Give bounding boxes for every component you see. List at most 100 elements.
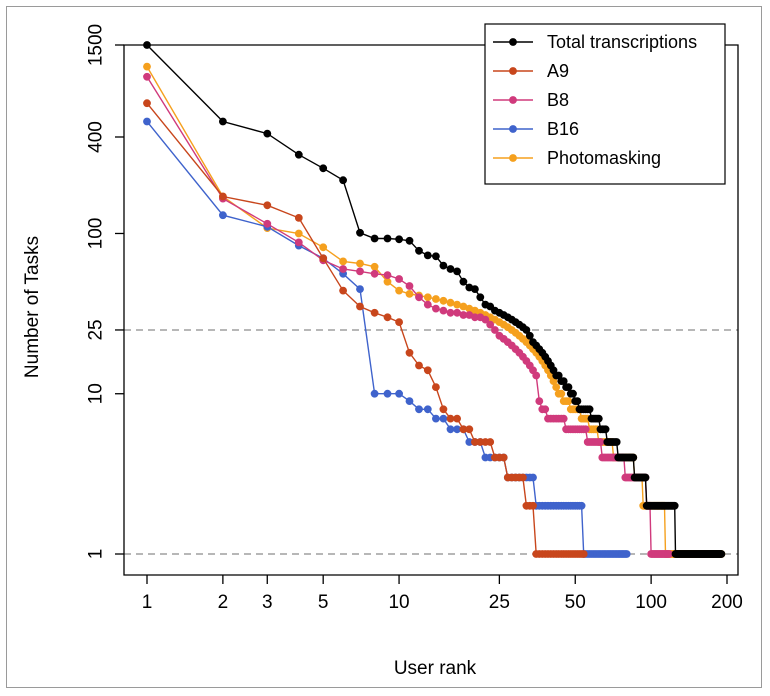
point-photomasking-47 (564, 397, 573, 405)
point-b8-14 (432, 304, 440, 313)
point-a9-10 (395, 318, 403, 326)
point-b16-8 (370, 389, 379, 398)
point-a9-19 (465, 425, 474, 434)
point-b16-34 (529, 473, 537, 482)
point-a9-31 (519, 473, 527, 482)
point-total-transcriptions-21 (476, 293, 485, 302)
legend-label-b16: B16 (547, 119, 579, 139)
legend-label-photomasking: Photomasking (547, 148, 661, 168)
point-total-transcriptions-95 (641, 473, 650, 482)
point-b8-38 (541, 405, 550, 414)
point-b16-10 (395, 389, 403, 398)
axes: 1 2 3 5 10 25 50 100 200 1 10 25 100 400 1500 (86, 24, 743, 613)
x-tick-label-25: 25 (489, 592, 510, 613)
point-b8-15 (439, 306, 448, 315)
point-b8-10 (395, 275, 403, 283)
point-a9-12 (415, 361, 423, 370)
point-photomasking-8 (370, 262, 379, 271)
point-b8-1 (143, 72, 151, 81)
point-b8-23 (486, 320, 495, 329)
point-a9-14 (432, 383, 440, 391)
point-b16-12 (415, 405, 423, 414)
point-total-transcriptions-57 (585, 405, 594, 414)
point-total-transcriptions-15 (439, 261, 448, 270)
x-tick-label-100: 100 (635, 592, 667, 613)
series-b16 (143, 117, 631, 558)
point-total-transcriptions-51 (573, 397, 582, 405)
point-a9-9 (383, 313, 392, 322)
point-a9-15 (439, 405, 448, 414)
point-b8-13 (423, 300, 432, 309)
legend-item-a9: A9 (493, 61, 569, 81)
legend-item-total-transcriptions: Total transcriptions (493, 32, 697, 52)
x-axis-label: User rank (394, 658, 477, 679)
point-total-transcriptions-20 (471, 285, 479, 293)
point-total-transcriptions-11 (405, 236, 414, 245)
point-b8-36 (535, 397, 544, 405)
point-photomasking-6 (339, 257, 347, 266)
point-b8-18 (459, 311, 468, 319)
point-b8-63 (596, 438, 605, 446)
chart: 1 2 3 5 10 25 50 100 200 1 10 25 100 400 1500 Total tr… (22, 23, 743, 679)
point-total-transcriptions-73 (612, 438, 621, 446)
point-photomasking-44 (557, 389, 566, 398)
legend-marker-b16 (509, 125, 517, 133)
point-b16-19 (465, 438, 474, 446)
point-total-transcriptions-32 (522, 326, 531, 334)
point-a9-18 (459, 425, 468, 434)
point-total-transcriptions-62 (594, 414, 603, 423)
point-b8-35 (532, 371, 541, 380)
point-photomasking-1 (143, 62, 151, 71)
point-a9-1 (143, 99, 151, 108)
figure-frame: 1 2 3 5 10 25 50 100 200 1 10 25 100 400 1500 Total tr… (6, 6, 762, 688)
point-b8-4 (294, 238, 303, 247)
point-total-transcriptions-4 (294, 150, 303, 159)
point-b8-16 (446, 308, 455, 317)
point-b8-6 (339, 265, 347, 273)
point-b16-15 (439, 414, 448, 423)
y-tick-label-100: 100 (86, 218, 107, 250)
point-photomasking-9 (383, 277, 392, 286)
point-total-transcriptions-7 (356, 228, 364, 237)
legend-label-b8: B8 (547, 90, 569, 110)
point-photomasking-10 (395, 286, 403, 295)
point-photomasking-14 (432, 295, 440, 303)
point-total-transcriptions-124 (670, 501, 679, 510)
point-b8-17 (453, 308, 461, 317)
point-a9-23 (486, 438, 495, 446)
point-b8-45 (559, 414, 568, 423)
series-layer (143, 41, 726, 558)
point-total-transcriptions-3 (263, 129, 272, 138)
point-b8-118 (665, 550, 674, 558)
point-a9-16 (446, 414, 455, 423)
point-total-transcriptions-10 (395, 235, 403, 244)
point-total-transcriptions-14 (432, 252, 440, 261)
series-total-transcriptions (143, 41, 726, 558)
point-b8-55 (581, 425, 590, 434)
x-tick-label-200: 200 (711, 592, 743, 613)
point-a9-11 (405, 348, 414, 357)
point-total-transcriptions-33 (525, 331, 534, 340)
point-b8-8 (370, 269, 379, 278)
legend-item-b8: B8 (493, 90, 569, 110)
point-a9-20 (471, 438, 479, 446)
legend-item-b16: B16 (493, 119, 579, 139)
point-b16-11 (405, 397, 414, 405)
point-b16-80 (622, 550, 631, 558)
y-tick-label-1500: 1500 (86, 24, 107, 66)
point-total-transcriptions-17 (453, 267, 461, 276)
point-b8-3 (263, 219, 272, 228)
point-total-transcriptions-13 (423, 251, 432, 260)
point-a9-54 (579, 550, 588, 558)
point-total-transcriptions-18 (459, 277, 468, 286)
point-total-transcriptions-49 (569, 389, 577, 398)
y-tick-label-10: 10 (86, 383, 107, 404)
reference-lines (124, 329, 738, 555)
legend-marker-b8 (509, 96, 517, 104)
point-photomasking-17 (453, 300, 461, 309)
point-total-transcriptions-16 (446, 265, 455, 273)
point-a9-4 (294, 214, 303, 222)
point-photomasking-7 (356, 259, 364, 268)
legend-marker-photomasking (509, 154, 517, 162)
point-photomasking-4 (294, 229, 303, 238)
